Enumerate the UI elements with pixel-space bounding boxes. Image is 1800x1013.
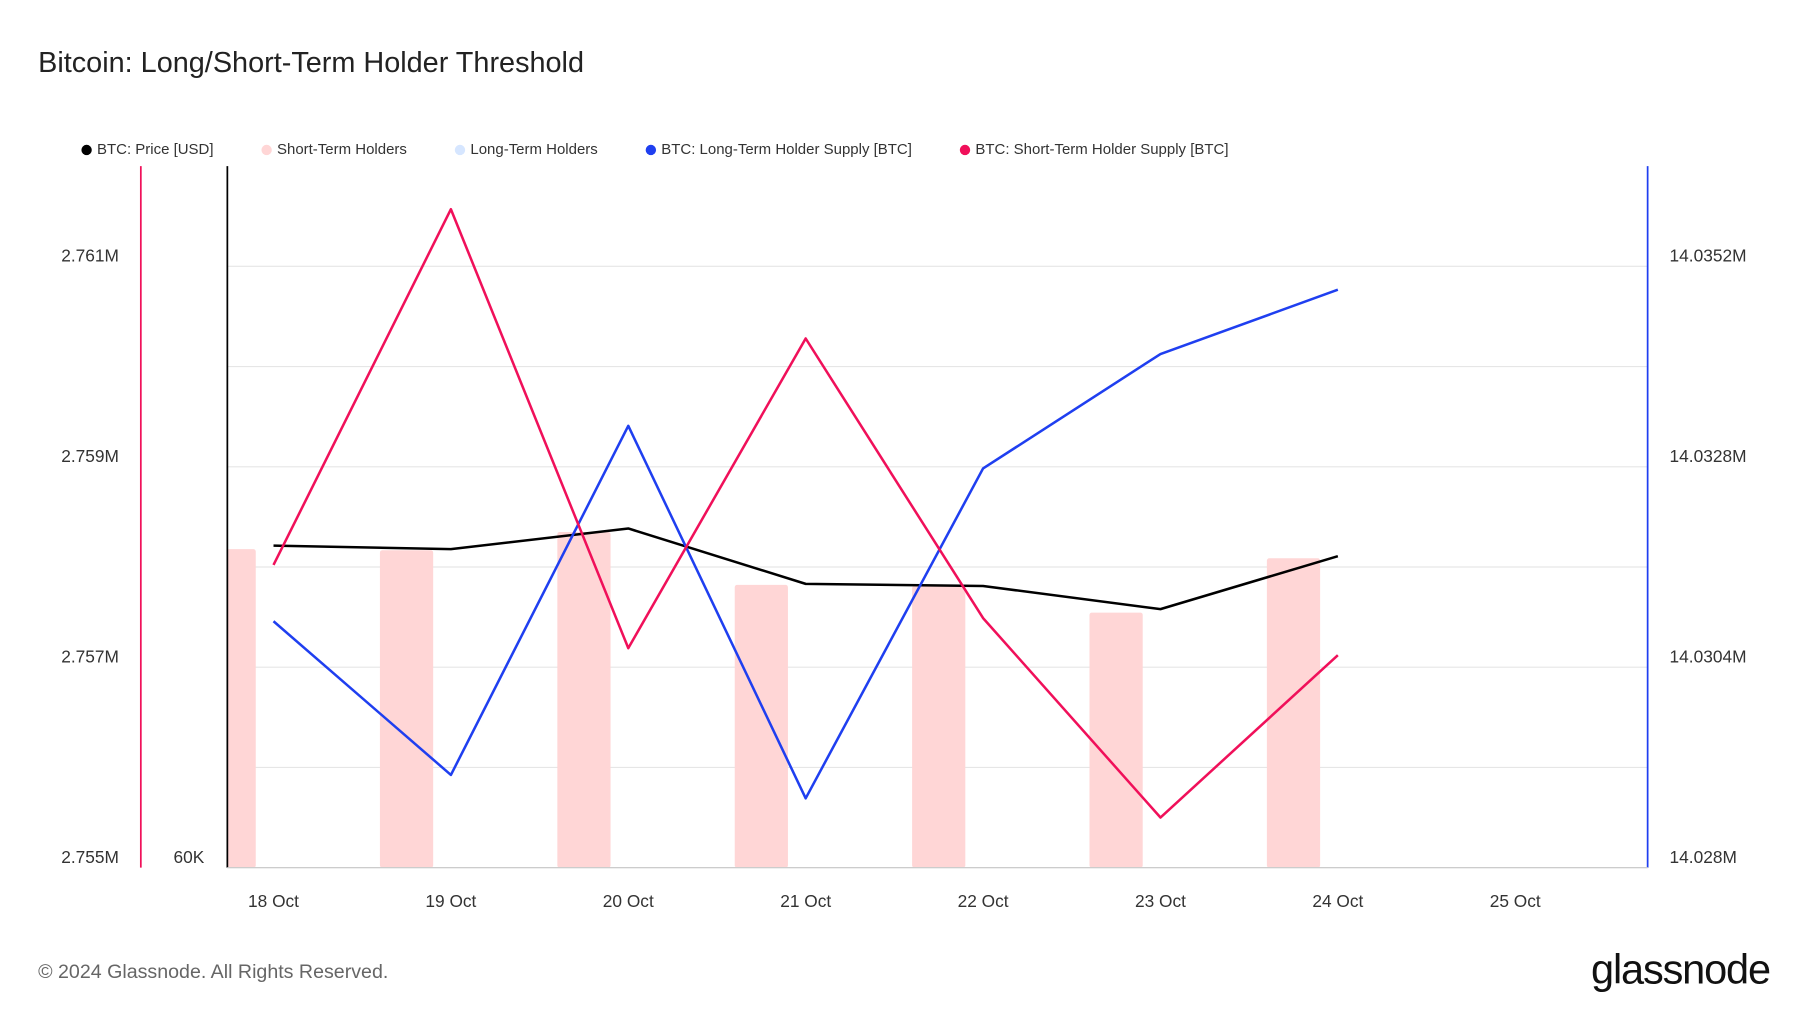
bar <box>1266 558 1321 868</box>
legend-marker <box>959 144 971 156</box>
legend-marker <box>81 144 92 156</box>
legend: BTC: Price [USD] Short-Term Holders Long-T… <box>81 141 1229 158</box>
y3-tick-label: 60K <box>174 847 205 867</box>
x-tick-label: 22 Oct <box>958 891 1009 911</box>
legend-marker <box>261 144 272 156</box>
legend-marker <box>645 144 657 156</box>
y-tick-label: 2.757M <box>61 647 119 667</box>
x-tick-label: 25 Oct <box>1490 891 1541 911</box>
y2-tick-label: 14.0352M <box>1670 246 1747 266</box>
bar <box>1089 612 1143 868</box>
footer: © 2024 Glassnode. All Rights Reserved. <box>38 961 388 983</box>
x-tick-label: 19 Oct <box>425 891 476 911</box>
y-tick-label: 2.761M <box>61 246 119 266</box>
legend-label: Short-Term Holders <box>277 141 407 158</box>
bars <box>227 531 1321 868</box>
bar <box>379 550 434 868</box>
bar <box>912 585 966 868</box>
line-series <box>272 207 1339 819</box>
x-tick-label: 23 Oct <box>1135 891 1186 911</box>
bar <box>557 531 611 868</box>
y2-tick-label: 14.028M <box>1670 847 1737 867</box>
line-series <box>273 527 1339 611</box>
brand-logo: glassnode <box>1591 946 1770 993</box>
legend-label: BTC: Short-Term Holder Supply [BTC] <box>975 141 1228 158</box>
y2-tick-label: 14.0328M <box>1670 446 1747 466</box>
lines <box>272 207 1339 819</box>
bar <box>227 549 256 868</box>
x-tick-label: 21 Oct <box>780 891 831 911</box>
legend-label: Long-Term Holders <box>470 141 597 158</box>
x-tick-label: 20 Oct <box>603 891 654 911</box>
y-tick-label: 2.755M <box>61 847 119 867</box>
legend-label: BTC: Long-Term Holder Supply [BTC] <box>661 141 912 158</box>
y-tick-label: 2.759M <box>61 446 119 466</box>
bar <box>734 584 788 868</box>
axes: 2.755M 2.757M 2.759M 2.761M 14.028M 14.0304M 1… <box>61 166 1746 911</box>
x-tick-label: 18 Oct <box>248 891 299 911</box>
x-tick-label: 24 Oct <box>1312 891 1363 911</box>
y2-tick-label: 14.0304M <box>1670 647 1747 667</box>
line-series <box>272 288 1339 800</box>
legend-marker <box>454 144 466 156</box>
chart-title: Bitcoin: Long/Short-Term Holder Threshol… <box>38 47 584 79</box>
legend-label: BTC: Price [USD] <box>97 141 214 158</box>
